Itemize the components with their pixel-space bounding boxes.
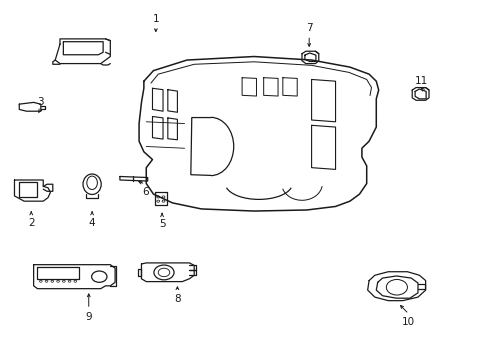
Text: 7: 7 <box>305 23 312 33</box>
Text: 6: 6 <box>142 187 148 197</box>
Text: 11: 11 <box>414 76 427 86</box>
Text: 2: 2 <box>28 218 35 228</box>
Text: 4: 4 <box>89 218 95 228</box>
Text: 1: 1 <box>152 14 159 24</box>
Text: 10: 10 <box>402 317 415 327</box>
Text: 5: 5 <box>159 219 165 229</box>
Text: 9: 9 <box>85 312 92 322</box>
Text: 3: 3 <box>37 97 43 107</box>
Text: 8: 8 <box>174 294 181 304</box>
